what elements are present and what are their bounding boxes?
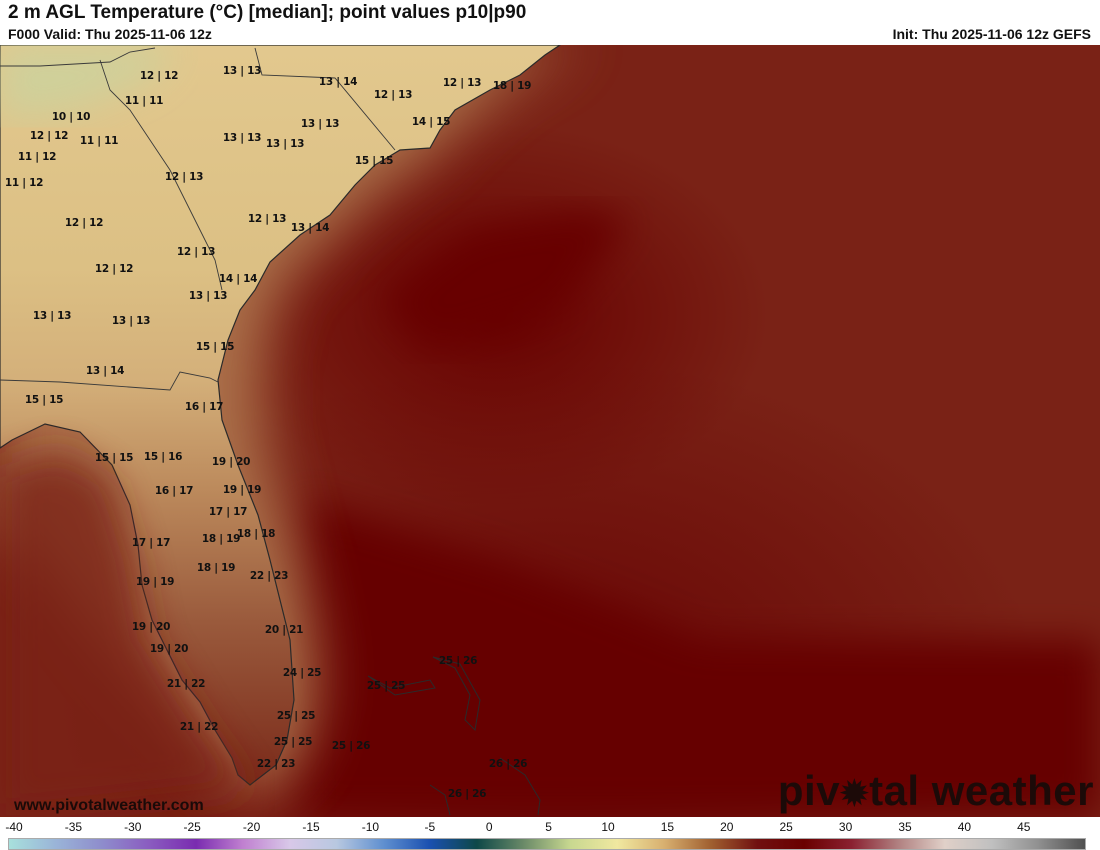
map-header: 2 m AGL Temperature (°C) [median]; point…: [0, 0, 1100, 45]
point-value: 15 | 16: [143, 451, 183, 463]
point-value: 15 | 15: [354, 155, 394, 167]
colorbar-tick-label: 10: [601, 820, 615, 834]
point-value: 13 | 13: [300, 118, 340, 130]
colorbar-tick-label: -20: [242, 820, 261, 834]
point-value: 21 | 22: [166, 678, 206, 690]
point-value: 26 | 26: [447, 788, 487, 800]
point-value: 24 | 25: [282, 667, 322, 679]
point-value: 17 | 17: [131, 537, 171, 549]
point-value: 17 | 17: [208, 506, 248, 518]
point-value: 12 | 12: [29, 130, 69, 142]
point-value: 19 | 19: [222, 484, 262, 496]
point-value: 14 | 15: [411, 116, 451, 128]
init-time: Init: Thu 2025-11-06 12z GEFS: [892, 26, 1091, 42]
colorbar-tick-label: -15: [302, 820, 320, 834]
point-value: 13 | 13: [188, 290, 228, 302]
colorbar-legend: -40 -35 -30 -25 -20 -15 -10 -5 0 5 10 15 20 25 30 35 40 4…: [0, 817, 1100, 850]
colorbar-tick-label: 25: [779, 820, 793, 834]
logo-text-right: tal weather: [869, 767, 1094, 814]
point-value: 15 | 15: [94, 452, 134, 464]
point-value: 25 | 26: [331, 740, 371, 752]
point-value: 16 | 17: [184, 401, 224, 413]
colorbar-tick-label: 15: [660, 820, 675, 834]
land-mass: [0, 45, 562, 786]
colorbar-tick-label: -35: [64, 820, 83, 834]
colorbar-gradient: [8, 838, 1086, 850]
point-value: 13 | 14: [318, 76, 358, 88]
temperature-map[interactable]: 12 | 12 13 | 13 13 | 14 12 | 13 18 | 19 11 | …: [0, 45, 1100, 817]
point-value: 13 | 13: [32, 310, 72, 322]
point-value: 19 | 20: [211, 456, 251, 468]
point-value: 13 | 14: [290, 222, 330, 234]
point-value: 15 | 15: [195, 341, 235, 353]
point-value: 21 | 22: [179, 721, 219, 733]
point-value: 13 | 13: [111, 315, 151, 327]
point-value: 18 | 19: [196, 562, 236, 574]
point-value: 12 | 12: [64, 217, 104, 229]
point-value: 13 | 13: [222, 65, 262, 77]
colorbar-tick-label: 45: [1017, 820, 1031, 834]
colorbar-tick-label: 20: [720, 820, 734, 834]
colorbar-tick-label: -5: [424, 820, 436, 834]
logo-text-left: piv: [777, 767, 841, 814]
point-value: 19 | 20: [131, 621, 171, 633]
point-value: 14 | 14: [218, 273, 258, 285]
valid-time: F000 Valid: Thu 2025-11-06 12z: [8, 26, 212, 42]
point-value: 20 | 21: [264, 624, 304, 636]
point-value: 18 | 18: [236, 528, 276, 540]
colorbar-tick-label: -30: [124, 820, 142, 834]
point-value: 25 | 25: [366, 680, 406, 692]
point-value: 12 | 13: [373, 89, 413, 101]
colorbar-tick-label: 0: [485, 820, 493, 834]
point-value: 11 | 12: [4, 177, 44, 189]
point-value: 13 | 14: [85, 365, 125, 377]
point-value: 11 | 11: [79, 135, 119, 147]
point-value: 11 | 12: [17, 151, 57, 163]
point-value: 25 | 25: [273, 736, 313, 748]
colorbar-tick-label: -25: [183, 820, 201, 834]
colorbar-tick-label: 35: [898, 820, 912, 834]
map-title: 2 m AGL Temperature (°C) [median]; point…: [8, 2, 527, 23]
point-value: 12 | 13: [176, 246, 216, 258]
point-value: 26 | 26: [488, 758, 528, 770]
colorbar-tick-label: 30: [838, 820, 853, 834]
point-value: 12 | 13: [442, 77, 482, 89]
point-value: 19 | 19: [135, 576, 175, 588]
colorbar-tick-label: 5: [545, 820, 552, 834]
map-canvas: [0, 45, 1100, 817]
point-value: 18 | 19: [201, 533, 241, 545]
point-value: 12 | 13: [247, 213, 287, 225]
point-value: 22 | 23: [249, 570, 289, 582]
website-watermark: www.pivotalweather.com: [14, 797, 204, 814]
colorbar-tick-label: -40: [5, 820, 23, 834]
bahamas-islands: [367, 656, 541, 816]
point-value: 16 | 17: [154, 485, 194, 497]
point-value: 12 | 12: [139, 70, 179, 82]
gear-icon: ✹: [840, 775, 870, 813]
point-value: 10 | 10: [51, 111, 91, 123]
point-value: 13 | 13: [265, 138, 305, 150]
pivotal-weather-logo: piv✹tal weather: [778, 767, 1094, 815]
point-value: 18 | 19: [492, 80, 532, 92]
colorbar-tick-label: -10: [361, 820, 380, 834]
point-value: 12 | 12: [94, 263, 134, 275]
point-value: 25 | 25: [276, 710, 316, 722]
point-value: 19 | 20: [149, 643, 189, 655]
point-value: 13 | 13: [222, 132, 262, 144]
point-value: 15 | 15: [24, 394, 64, 406]
colorbar-tick-label: 40: [957, 820, 972, 834]
state-borders: [0, 47, 396, 391]
point-value: 11 | 11: [124, 95, 164, 107]
point-value: 25 | 26: [438, 655, 478, 667]
point-value: 22 | 23: [256, 758, 296, 770]
point-value: 12 | 13: [164, 171, 204, 183]
